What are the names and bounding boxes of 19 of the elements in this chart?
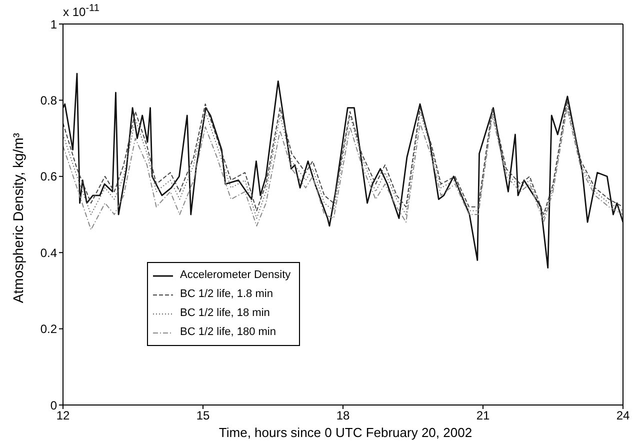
y-axis-title: Atmospheric Density, kg/m³ — [10, 132, 26, 304]
legend-label: Accelerometer Density — [180, 268, 291, 283]
x-tick-label: 12 — [56, 408, 70, 423]
y-tick-label: 0.4 — [40, 246, 58, 260]
y-tick-label: 0 — [50, 398, 58, 412]
x-axis-title: Time, hours since 0 UTC February 20, 2002 — [63, 425, 628, 440]
line-series — [63, 72, 623, 269]
x-tick-label: 15 — [196, 408, 210, 423]
y-tick-label: 1 — [50, 17, 58, 32]
legend-label: BC 1/2 life, 18 min — [180, 306, 270, 321]
x-tick-label: 24 — [616, 408, 630, 423]
legend-label: BC 1/2 life, 180 min — [180, 325, 276, 340]
legend-label: BC 1/2 life, 1.8 min — [180, 287, 273, 302]
y-tick-label: 0.2 — [40, 322, 58, 336]
text: x 10$^{-11}$ — [63, 3, 100, 19]
x-tick-label: 21 — [476, 408, 490, 423]
y-tick-label: 0.6 — [40, 170, 58, 184]
x-tick-label: 18 — [336, 408, 350, 423]
y-tick-label: 0.8 — [40, 93, 58, 108]
